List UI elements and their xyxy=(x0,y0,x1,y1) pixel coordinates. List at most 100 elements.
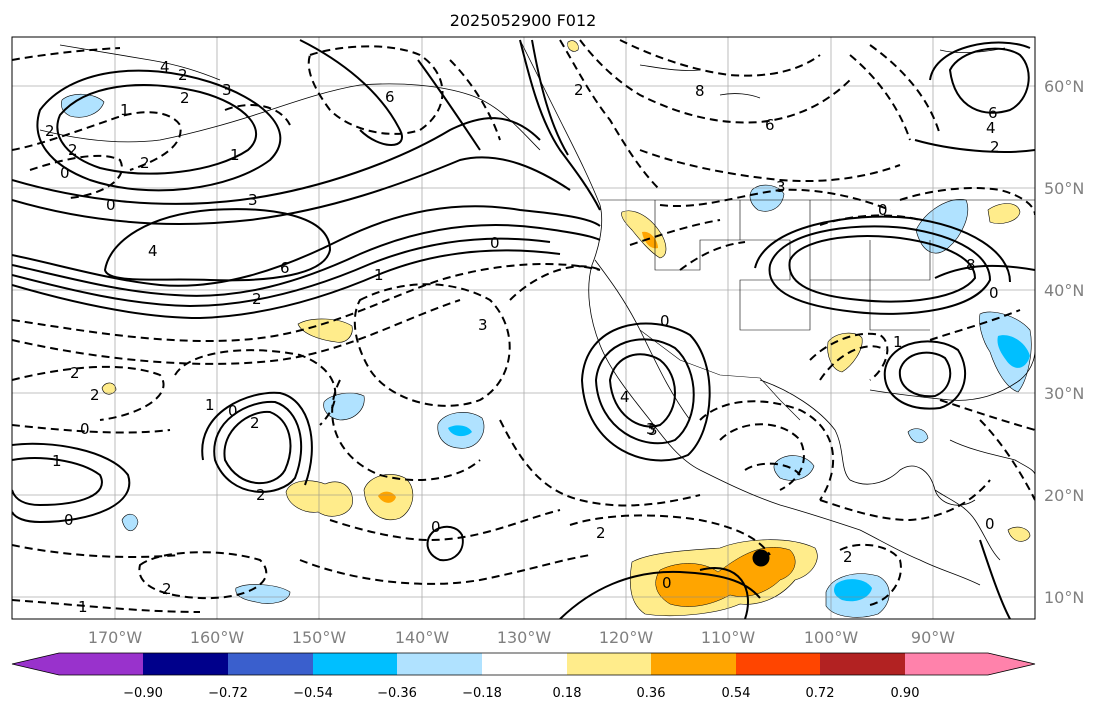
colorbar-segment xyxy=(567,653,651,675)
negative-contour xyxy=(12,47,121,61)
contour-label: 2 xyxy=(90,386,100,404)
negative-contour xyxy=(559,39,661,191)
alaska-aleutian-coast xyxy=(39,83,541,151)
colorbar-tick-label: 0.18 xyxy=(553,686,582,701)
contour-label: 1 xyxy=(893,333,903,351)
contour-label: 8 xyxy=(966,256,976,274)
graticule xyxy=(12,37,1035,619)
positive-contour xyxy=(531,39,569,156)
negative-contour xyxy=(929,309,1021,341)
negative-contour xyxy=(329,509,561,542)
positive-contour xyxy=(559,570,761,619)
negative-contour xyxy=(174,349,337,426)
contour-label: 6 xyxy=(988,104,998,122)
colorbar-tick-label: −0.90 xyxy=(123,686,163,701)
longitude-label: 130°W xyxy=(497,628,552,647)
negative-contour xyxy=(699,400,834,501)
negative-contour xyxy=(819,214,921,226)
colorbar-extend-low xyxy=(12,653,143,675)
negative-contour xyxy=(869,44,941,136)
cuba xyxy=(949,439,1035,476)
contour-label: 2 xyxy=(596,524,606,542)
positive-contour xyxy=(56,84,258,175)
contour-label: 1 xyxy=(205,396,215,414)
positive-contour xyxy=(580,322,711,462)
positive-contour xyxy=(12,156,571,225)
contour-label: 2 xyxy=(162,580,172,598)
state-borders xyxy=(869,240,931,281)
contour-label: 1 xyxy=(52,452,62,470)
cool-anomaly-region xyxy=(907,428,929,444)
positive-contour xyxy=(36,69,282,192)
contour-label: 1 xyxy=(78,598,88,616)
contour-label: 2 xyxy=(178,66,188,84)
negative-contours xyxy=(12,39,1035,613)
contour-label: 4 xyxy=(160,58,170,76)
contour-label: 0 xyxy=(490,234,500,252)
warm-anomaly-core xyxy=(378,491,396,503)
contour-label: 4 xyxy=(620,388,630,406)
map-frame xyxy=(11,36,1036,620)
coastlines xyxy=(39,39,1035,586)
gulf-coast-us xyxy=(869,349,1035,401)
contour-label: 2 xyxy=(574,81,584,99)
warm-anomaly-region xyxy=(567,40,579,52)
colorbar-segment xyxy=(482,653,567,675)
contour-label: 4 xyxy=(148,242,158,260)
contour-label: 2 xyxy=(252,290,262,308)
positive-contour xyxy=(103,208,332,282)
longitude-label: 170°W xyxy=(88,628,143,647)
state-borders xyxy=(654,200,741,271)
positive-contour xyxy=(914,139,1035,153)
negative-contour xyxy=(12,263,601,342)
positive-contour xyxy=(299,39,403,146)
contour-label: 1 xyxy=(120,101,130,119)
central-america xyxy=(934,489,1001,561)
colorbar-tick-label: 0.72 xyxy=(806,686,835,701)
positive-contour xyxy=(754,215,1011,283)
negative-contour xyxy=(12,599,201,613)
contour-label: 2 xyxy=(140,154,150,172)
positive-contour xyxy=(699,567,749,619)
positive-contour xyxy=(898,351,952,398)
positive-contour xyxy=(948,47,1030,114)
longitude-label: 100°W xyxy=(804,628,859,647)
negative-contour xyxy=(819,345,886,381)
positive-contour xyxy=(788,235,977,303)
contour-label: 6 xyxy=(280,259,290,277)
positive-contour xyxy=(12,224,601,297)
latitude-label: 60°N xyxy=(1044,77,1084,96)
location-marker xyxy=(752,549,770,567)
colorbar-segment xyxy=(397,653,482,675)
gulf-of-mexico-coast xyxy=(759,379,976,506)
latitude-label: 40°N xyxy=(1044,281,1084,300)
colorbar-segment xyxy=(736,653,820,675)
positive-contour xyxy=(519,39,601,211)
negative-contour xyxy=(12,365,165,421)
contour-label: 2 xyxy=(68,141,78,159)
contour-label: 2 xyxy=(250,414,260,432)
longitude-label: 110°W xyxy=(701,628,756,647)
positive-contour xyxy=(201,391,313,486)
warm-anomaly-region xyxy=(1007,526,1031,542)
colorbar-tick-label: −0.72 xyxy=(208,686,248,701)
contour-label: 0 xyxy=(660,312,670,330)
warm-anomaly-region xyxy=(827,332,863,373)
contour-label: 0 xyxy=(228,402,238,420)
negative-contour xyxy=(619,39,821,77)
cool-anomaly-region xyxy=(60,93,105,118)
contour-label: 0 xyxy=(60,164,70,182)
contour-label: 2 xyxy=(256,486,266,504)
warm-anomaly-region xyxy=(101,382,117,395)
contour-label: 3 xyxy=(776,178,786,196)
colorbar-segment xyxy=(820,653,905,675)
contour-label: 1 xyxy=(230,146,240,164)
colorbar-tick-label: −0.18 xyxy=(462,686,502,701)
negative-contour xyxy=(839,543,902,606)
contour-label: 2 xyxy=(843,548,853,566)
cool-anomaly-region xyxy=(121,513,139,532)
negative-contour xyxy=(499,419,701,507)
contour-label: 0 xyxy=(64,511,74,529)
negative-contour xyxy=(639,149,901,183)
negative-contour xyxy=(224,104,291,126)
